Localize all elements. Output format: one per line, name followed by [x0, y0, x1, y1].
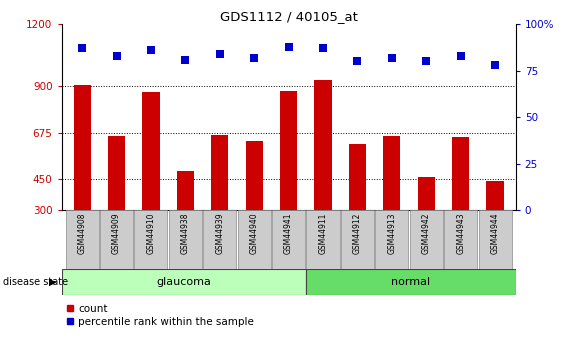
Text: GSM44939: GSM44939	[215, 212, 224, 254]
Text: GSM44913: GSM44913	[387, 212, 396, 254]
Bar	[142, 92, 159, 210]
Bar	[203, 210, 236, 269]
Bar	[74, 85, 91, 210]
Point	[77, 46, 87, 51]
Text: glaucoma: glaucoma	[156, 277, 211, 287]
Bar	[134, 210, 168, 269]
Text: GSM44912: GSM44912	[353, 212, 362, 254]
Bar	[177, 171, 194, 210]
Bar	[486, 181, 503, 210]
Text: GSM44943: GSM44943	[456, 212, 465, 254]
Bar	[375, 210, 408, 269]
Bar	[169, 210, 202, 269]
Text: GSM44909: GSM44909	[112, 212, 121, 254]
Point	[421, 59, 431, 64]
Bar	[246, 141, 263, 210]
Text: GSM44940: GSM44940	[250, 212, 258, 254]
Text: GSM44944: GSM44944	[490, 212, 499, 254]
Point	[318, 46, 328, 51]
Text: disease state: disease state	[3, 277, 68, 287]
Bar	[272, 210, 305, 269]
Legend: count, percentile rank within the sample: count, percentile rank within the sample	[67, 304, 254, 327]
Bar	[315, 80, 332, 210]
Bar	[66, 210, 98, 269]
Point	[353, 59, 362, 64]
Title: GDS1112 / 40105_at: GDS1112 / 40105_at	[220, 10, 357, 23]
Text: GSM44911: GSM44911	[319, 212, 328, 254]
Text: normal: normal	[391, 277, 430, 287]
Text: GSM44910: GSM44910	[146, 212, 155, 254]
Bar	[349, 144, 366, 210]
Point	[250, 55, 259, 60]
Text: GSM44942: GSM44942	[422, 212, 431, 254]
Bar	[306, 210, 339, 269]
Point	[146, 48, 156, 53]
Point	[456, 53, 465, 59]
Bar	[238, 210, 271, 269]
Bar	[280, 91, 297, 210]
Point	[112, 53, 121, 59]
Text: GSM44941: GSM44941	[284, 212, 293, 254]
Text: ▶: ▶	[49, 277, 56, 287]
Bar	[108, 136, 125, 210]
Point	[284, 44, 294, 49]
Bar	[62, 269, 306, 295]
Bar	[479, 210, 512, 269]
Bar	[211, 135, 229, 210]
Text: GSM44908: GSM44908	[78, 212, 87, 254]
Bar	[100, 210, 133, 269]
Text: GSM44938: GSM44938	[181, 212, 190, 254]
Point	[387, 55, 397, 60]
Point	[180, 57, 190, 62]
Bar	[418, 177, 435, 210]
Point	[215, 51, 224, 57]
Bar	[444, 210, 477, 269]
Point	[490, 62, 500, 68]
Bar	[410, 210, 443, 269]
Bar	[383, 136, 400, 210]
Bar	[306, 269, 516, 295]
Bar	[452, 137, 469, 210]
Bar	[341, 210, 374, 269]
